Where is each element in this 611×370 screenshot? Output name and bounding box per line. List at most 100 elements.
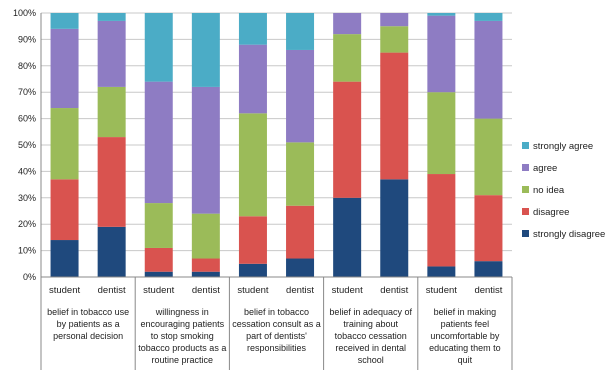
bar-segment-disagree bbox=[97, 137, 126, 227]
bar-segment-strongly-disagree bbox=[474, 261, 503, 277]
x-group-label: willingness in encouraging patients to sto… bbox=[138, 307, 226, 365]
legend-swatch-strongly-agree bbox=[522, 142, 529, 149]
y-tick-label: 10% bbox=[18, 246, 36, 256]
bar-segment-strongly-disagree bbox=[238, 263, 267, 277]
x-category-label: dentist bbox=[380, 285, 408, 296]
bar-segment-disagree bbox=[144, 247, 173, 272]
x-category-label: dentist bbox=[286, 285, 314, 296]
bar-segment-strongly-agree bbox=[427, 13, 456, 16]
x-category-label: student bbox=[49, 285, 81, 296]
x-group-label-line: uncomfortable by bbox=[430, 331, 500, 341]
legend-swatch-no-idea bbox=[522, 186, 529, 193]
bar-segment-disagree bbox=[50, 179, 79, 241]
x-group-label-line: by patients as a bbox=[57, 319, 120, 329]
x-group-label-line: encouraging patients bbox=[141, 319, 225, 329]
bar-segment-agree bbox=[286, 49, 315, 143]
bar-segment-agree bbox=[191, 86, 220, 214]
y-tick-label: 70% bbox=[18, 87, 36, 97]
x-group-label-line: belief in making bbox=[434, 307, 497, 317]
bar-segment-strongly-agree bbox=[191, 13, 220, 87]
y-tick-label: 0% bbox=[23, 272, 36, 282]
bar-segment-agree bbox=[50, 28, 79, 109]
legend-label: strongly agree bbox=[533, 141, 593, 152]
y-tick-label: 40% bbox=[18, 166, 36, 176]
y-tick-label: 80% bbox=[18, 61, 36, 71]
bar-segment-agree bbox=[474, 20, 503, 119]
bar-segment-agree bbox=[333, 13, 362, 35]
bar-segment-strongly-disagree bbox=[333, 197, 362, 277]
x-category-label: student bbox=[237, 285, 269, 296]
bar-segment-disagree bbox=[191, 258, 220, 272]
x-group-label: belief in adequacy of training about tobac… bbox=[329, 307, 412, 365]
bar-segment-disagree bbox=[427, 174, 456, 267]
x-group-label: belief in tobacco cessation consult as a p… bbox=[232, 307, 321, 353]
bar-segment-strongly-disagree bbox=[380, 179, 409, 277]
x-group-label-line: patients feel bbox=[441, 319, 490, 329]
bar-segment-no-idea bbox=[97, 86, 126, 138]
bar-segment-strongly-agree bbox=[144, 13, 173, 82]
bar-segment-agree bbox=[144, 81, 173, 204]
bar-segment-no-idea bbox=[191, 213, 220, 259]
bar-segment-agree bbox=[97, 20, 126, 87]
bar-segment-strongly-disagree bbox=[191, 271, 220, 277]
x-group-label-line: routine practice bbox=[152, 355, 214, 365]
y-tick-label: 90% bbox=[18, 34, 36, 44]
bar-segment-no-idea bbox=[286, 142, 315, 206]
y-axis-ticks: 0% 10% 20% 30% 40% 50% 60% 70% 80% 90% 100% bbox=[13, 8, 36, 282]
x-axis-groups: belief in tobacco use by patients as a per… bbox=[47, 307, 501, 365]
x-category-label: student bbox=[143, 285, 175, 296]
bar-segment-agree bbox=[380, 13, 409, 27]
bar-segment-disagree bbox=[286, 205, 315, 259]
legend-swatch-agree bbox=[522, 164, 529, 171]
x-group-label-line: belief in tobacco use bbox=[47, 307, 129, 317]
x-category-label: dentist bbox=[474, 285, 502, 296]
bar-segment-strongly-agree bbox=[286, 13, 315, 50]
x-group-label: belief in making patients feel uncomfortab… bbox=[429, 307, 501, 365]
bar-segment-strongly-disagree bbox=[286, 258, 315, 277]
y-tick-label: 20% bbox=[18, 219, 36, 229]
x-group-label-line: personal decision bbox=[53, 331, 123, 341]
bar-segment-strongly-disagree bbox=[144, 271, 173, 277]
bar-segment-agree bbox=[427, 15, 456, 93]
x-group-label-line: to stop smoking bbox=[151, 331, 214, 341]
x-group-label-line: school bbox=[358, 355, 384, 365]
legend-label: disagree bbox=[533, 207, 569, 218]
x-category-label: student bbox=[332, 285, 364, 296]
x-group-label-line: belief in adequacy of bbox=[329, 307, 412, 317]
y-tick-label: 50% bbox=[18, 140, 36, 150]
legend-label: strongly disagree bbox=[533, 229, 605, 240]
bar-segment-strongly-agree bbox=[97, 13, 126, 21]
bar-segment-disagree bbox=[380, 52, 409, 180]
x-category-label: student bbox=[426, 285, 458, 296]
bars bbox=[50, 13, 503, 277]
legend-swatch-strongly-disagree bbox=[522, 230, 529, 237]
bar-segment-no-idea bbox=[50, 108, 79, 180]
x-group-label-line: part of dentists' bbox=[246, 331, 307, 341]
y-tick-label: 60% bbox=[18, 114, 36, 124]
x-group-label-line: training about bbox=[343, 319, 398, 329]
x-category-label: dentist bbox=[192, 285, 220, 296]
x-axis-categories: student dentist student dentist student denti… bbox=[49, 285, 503, 296]
x-group-label-line: belief in tobacco bbox=[244, 307, 309, 317]
legend-label: agree bbox=[533, 163, 557, 174]
legend-swatch-disagree bbox=[522, 208, 529, 215]
bar-segment-no-idea bbox=[427, 92, 456, 175]
legend-label: no idea bbox=[533, 185, 565, 196]
bar-segment-no-idea bbox=[380, 26, 409, 53]
x-group-label-line: tobacco products as a bbox=[138, 343, 226, 353]
bar-segment-strongly-agree bbox=[238, 13, 267, 45]
bar-segment-no-idea bbox=[238, 113, 267, 217]
x-group-label-line: willingness in bbox=[155, 307, 209, 317]
bar-segment-disagree bbox=[474, 195, 503, 262]
bar-segment-strongly-disagree bbox=[97, 226, 126, 277]
bar-segment-no-idea bbox=[333, 34, 362, 82]
x-group-label-line: educating them to bbox=[429, 343, 501, 353]
x-group-label-line: tobacco cessation bbox=[335, 331, 407, 341]
bar-segment-strongly-disagree bbox=[427, 266, 456, 277]
bar-segment-no-idea bbox=[144, 203, 173, 248]
bar-segment-disagree bbox=[238, 216, 267, 264]
y-tick-label: 100% bbox=[13, 8, 36, 18]
x-group-label: belief in tobacco use by patients as a per… bbox=[47, 307, 129, 341]
bar-segment-agree bbox=[238, 44, 267, 114]
